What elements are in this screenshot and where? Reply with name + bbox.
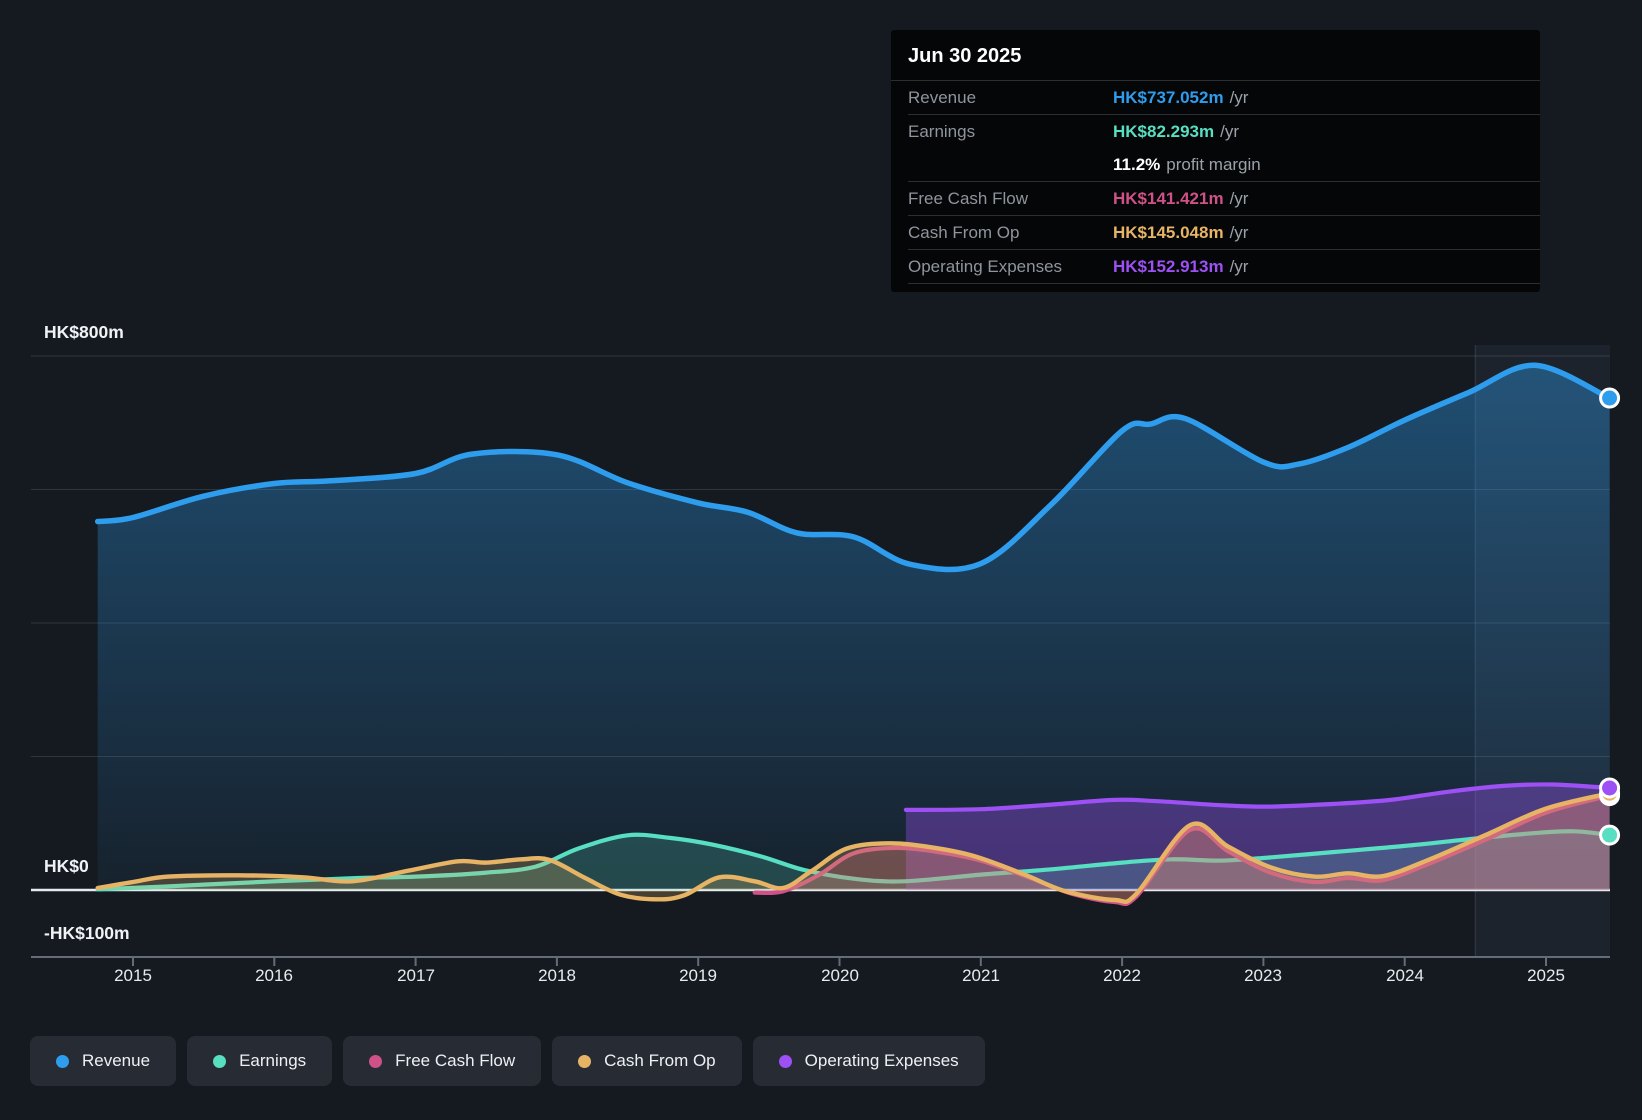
- x-axis-label: 2018: [538, 966, 576, 985]
- marker-operating-expenses: [1599, 777, 1621, 799]
- x-axis-label: 2025: [1527, 966, 1565, 985]
- tooltip-row-value: HK$145.048m: [1113, 222, 1224, 242]
- line-operating-expenses: [903, 782, 1612, 812]
- tooltip-row: 11.2% profit margin: [908, 148, 1540, 182]
- legend-item-cash-from-op[interactable]: Cash From Op: [552, 1036, 742, 1086]
- tooltip-row-value: HK$737.052m: [1113, 87, 1224, 107]
- marker-revenue: [1599, 387, 1621, 409]
- tooltip-row-suffix: /yr: [1229, 256, 1249, 276]
- x-axis-label: 2017: [397, 966, 435, 985]
- tooltip-panel: Jun 30 2025 Revenue HK$737.052m /yr Earn…: [891, 30, 1540, 292]
- line-revenue: [94, 362, 1613, 573]
- legend-dot-icon: [369, 1054, 383, 1068]
- y-axis-label: HK$0: [44, 856, 89, 876]
- x-axis-label: 2016: [255, 966, 293, 985]
- legend-item-label: Revenue: [82, 1051, 151, 1070]
- x-axis-label: 2023: [1244, 966, 1282, 985]
- tooltip-row-suffix: /yr: [1229, 87, 1249, 107]
- tooltip-row-value: HK$141.421m: [1113, 188, 1224, 208]
- x-axis-label: 2019: [679, 966, 717, 985]
- tooltip-row: Revenue HK$737.052m /yr: [908, 81, 1540, 115]
- legend-item-label: Operating Expenses: [804, 1051, 959, 1070]
- marker-earnings: [1599, 824, 1621, 846]
- tooltip-row-suffix: profit margin: [1166, 154, 1261, 174]
- x-axis-label: 2021: [962, 966, 1000, 985]
- x-axis-label: 2015: [114, 966, 152, 985]
- tooltip-row: Cash From Op HK$145.048m /yr: [908, 216, 1540, 250]
- legend-item-label: Free Cash Flow: [395, 1051, 516, 1070]
- tooltip-row-suffix: /yr: [1220, 121, 1240, 141]
- tooltip-row-label: Operating Expenses: [908, 256, 1063, 276]
- y-axis-label: -HK$100m: [44, 923, 130, 943]
- tooltip-date: Jun 30 2025: [891, 30, 1540, 81]
- tooltip-row-value: HK$152.913m: [1113, 256, 1224, 276]
- tooltip-row-value: HK$82.293m: [1113, 121, 1215, 141]
- legend-dot-icon: [578, 1054, 592, 1068]
- legend-item-earnings[interactable]: Earnings: [187, 1036, 333, 1086]
- line-earnings: [95, 829, 1612, 892]
- legend: Revenue Earnings Free Cash Flow Cash Fro…: [30, 1036, 985, 1086]
- tooltip-rows: Revenue HK$737.052m /yr Earnings HK$82.2…: [891, 81, 1540, 284]
- legend-item-revenue[interactable]: Revenue: [30, 1036, 177, 1086]
- legend-dot-icon: [213, 1054, 227, 1068]
- line-cash-from-op: [95, 791, 1612, 905]
- legend-item-label: Cash From Op: [604, 1051, 716, 1070]
- legend-dot-icon: [56, 1054, 69, 1068]
- tooltip-row-label: Earnings: [908, 121, 976, 141]
- tooltip-row-suffix: /yr: [1229, 222, 1249, 242]
- tooltip-row-label: Free Cash Flow: [908, 188, 1028, 208]
- y-axis-label: HK$800m: [44, 322, 124, 342]
- legend-item-label: Earnings: [239, 1051, 307, 1070]
- tooltip-row: Operating Expenses HK$152.913m /yr: [908, 250, 1540, 284]
- legend-item-operating-expenses[interactable]: Operating Expenses: [752, 1036, 985, 1086]
- tooltip-row-suffix: /yr: [1229, 188, 1249, 208]
- tooltip-row-label: Cash From Op: [908, 222, 1020, 242]
- x-axis-label: 2024: [1386, 966, 1424, 985]
- tooltip-row: Earnings HK$82.293m /yr: [908, 115, 1540, 148]
- legend-dot-icon: [778, 1054, 792, 1068]
- tooltip-row-value: 11.2%: [1113, 154, 1161, 174]
- x-axis-label: 2022: [1103, 966, 1141, 985]
- tooltip-row: Free Cash Flow HK$141.421m /yr: [908, 182, 1540, 216]
- area-revenue: [97, 365, 1610, 890]
- x-axis-label: 2020: [821, 966, 859, 985]
- legend-item-free-cash-flow[interactable]: Free Cash Flow: [343, 1036, 542, 1086]
- tooltip-row-label: Revenue: [908, 87, 977, 107]
